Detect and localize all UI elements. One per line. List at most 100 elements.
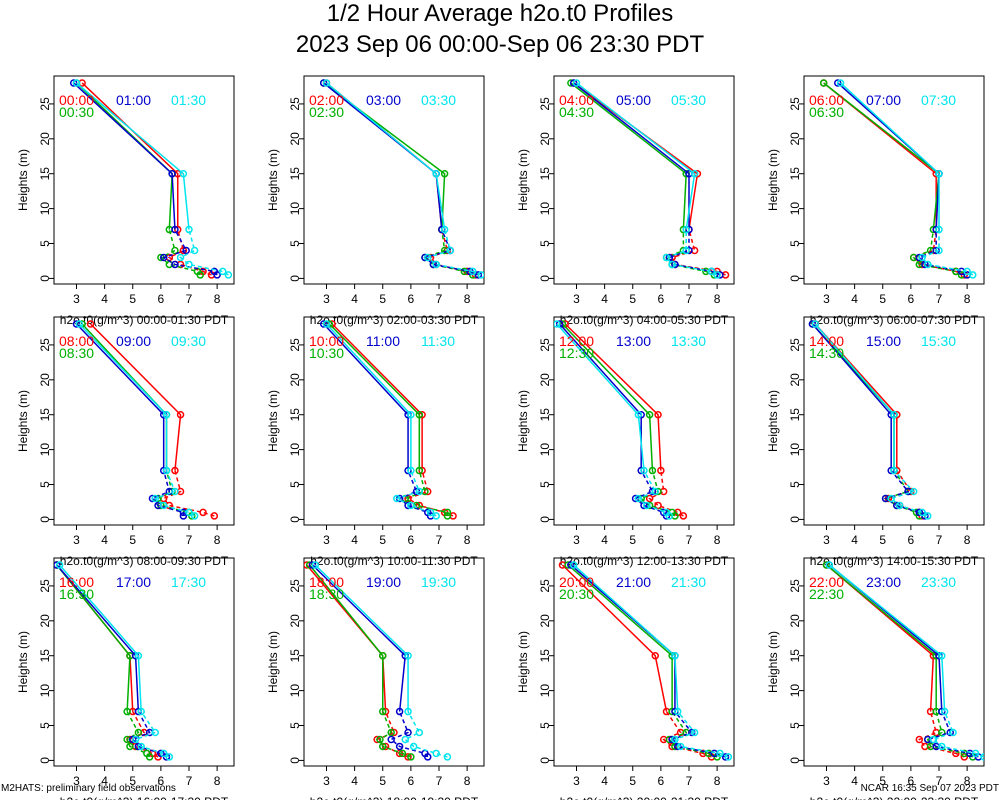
legend-label: 18:30 [309,586,344,602]
y-tick-label: 0 [788,757,802,764]
y-tick-label: 0 [538,516,552,523]
x-tick-label: 6 [658,533,665,547]
data-point [929,735,938,744]
data-point [938,728,946,737]
panel-frame [553,75,735,285]
data-point [395,707,404,716]
data-point [179,512,188,520]
data-point [131,735,140,744]
x-tick-label: 7 [436,533,443,547]
data-point [676,742,685,751]
legend-label: 04:00 [559,92,594,108]
footer-timestamp: NCAR 16:35 Sep 07 2023 PDT [860,783,999,794]
y-tick-label: 5 [788,481,802,488]
data-point [440,169,449,178]
y-tick-label: 20 [538,614,552,628]
chart-title: 1/2 Hour Average h2o.t0 Profiles [326,0,674,27]
panel-7: 3 4 5 6 7 8 0 5 10 15 20 25 Heights (m) h2o.t0(g/m^3)… [766,316,985,568]
x-tick-label: 3 [823,533,830,547]
legend-label: 02:00 [309,92,344,108]
x-tick-label: 6 [158,774,165,788]
series-line-lower [889,470,929,517]
panel-frame [803,557,985,767]
y-tick-label: 25 [538,97,552,111]
data-point [393,494,401,503]
x-tick-label: 5 [629,774,636,788]
x-axis-label: h2o.t0(g/m^3) 14:00-15:30 PDT [810,554,979,568]
legend-label: 15:30 [921,333,956,349]
series-line-upper [573,564,679,712]
data-point [404,707,412,716]
data-point [311,561,319,569]
x-tick-label: 6 [408,533,415,547]
data-point [707,267,716,276]
y-tick-label: 25 [788,97,802,111]
x-tick-label: 4 [101,292,108,306]
data-point [379,651,387,660]
data-point [918,253,926,262]
legend-label: 11:30 [421,333,455,349]
legend-label: 17:30 [171,574,206,590]
legend-label: 20:30 [559,586,594,602]
y-tick-label: 20 [38,132,52,146]
series-line-lower [379,711,412,758]
data-point [171,225,179,234]
data-point [654,410,662,419]
data-point [690,728,699,737]
x-tick-label: 7 [936,292,943,306]
y-tick-label: 10 [38,684,52,698]
x-tick-label: 3 [73,533,80,547]
y-axis-label: Heights (m) [266,631,280,693]
data-point [176,253,185,262]
y-axis-label: Heights (m) [766,631,780,693]
y-tick-label: 10 [788,202,802,216]
y-tick-label: 25 [288,579,302,593]
legend-label: 02:30 [309,104,344,120]
data-point [395,742,404,751]
legend-label: 06:30 [809,104,844,120]
x-tick-label: 5 [379,533,386,547]
x-tick-label: 7 [186,292,193,306]
legend-label: 00:30 [59,104,94,120]
series-line-upper [309,564,384,712]
x-axis-label: h2o.t0(g/m^3) 20:00-21:30 PDT [560,795,729,800]
x-tick-label: 8 [214,292,221,306]
y-tick-label: 10 [538,202,552,216]
data-point [376,735,384,744]
data-point [179,169,188,178]
data-point [938,707,946,716]
data-point [415,728,424,737]
panel-frame [53,557,235,767]
data-point [890,410,898,419]
x-axis-label: h2o.t0(g/m^3) 04:00-05:30 PDT [560,313,729,327]
x-tick-label: 6 [158,292,165,306]
x-axis-label: h2o.t0(g/m^3) 22:00-23:30 PDT [810,795,979,800]
y-axis-label: Heights (m) [516,149,530,211]
x-tick-label: 4 [101,533,108,547]
data-point [379,707,387,716]
data-point [716,749,724,758]
y-tick-label: 25 [288,97,302,111]
x-tick-label: 4 [351,533,358,547]
y-tick-label: 10 [538,684,552,698]
x-tick-label: 4 [851,774,858,788]
data-point [443,508,452,517]
data-point [648,466,657,475]
data-point [404,753,412,761]
x-tick-label: 8 [964,774,971,788]
x-tick-label: 7 [686,292,693,306]
data-point [432,749,440,758]
data-point [679,512,688,520]
data-point [980,753,984,761]
data-point [654,501,662,510]
data-point [674,707,682,716]
x-tick-label: 8 [464,292,471,306]
y-tick-label: 20 [288,132,302,146]
data-point [935,169,943,178]
legend-label: 06:00 [809,92,844,108]
x-tick-label: 7 [936,774,943,788]
panel-4: 3 4 5 6 7 8 0 5 10 15 20 25 Heights (m) h2o.t0(g/m^3)… [16,316,235,568]
data-point [940,707,949,716]
panel-10: 3 4 5 6 7 8 0 5 10 15 20 25 Heights (m) h2o.t0(g/m^3)… [516,557,735,800]
data-point [424,487,432,496]
